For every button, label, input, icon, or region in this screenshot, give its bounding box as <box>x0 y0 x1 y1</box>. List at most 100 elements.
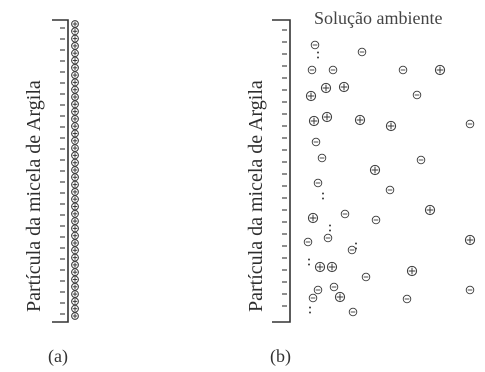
positive-ion-icon <box>71 217 79 226</box>
positive-ion-icon <box>71 275 79 284</box>
negative-ion-icon <box>311 137 321 147</box>
positive-ion-icon <box>71 253 79 262</box>
panel-a-positive-counterions <box>71 20 79 320</box>
positive-ion-icon <box>354 114 366 126</box>
positive-ion-icon <box>71 78 79 87</box>
negative-ion-icon <box>361 272 371 282</box>
small-ion-icon <box>308 258 310 266</box>
small-ion-icon <box>322 192 324 200</box>
negative-ion-icon <box>329 282 339 292</box>
positive-ion-icon <box>71 224 79 233</box>
panel-b-particle-outline <box>272 19 291 323</box>
positive-ion-icon <box>71 312 79 320</box>
panel-b-caption: (b) <box>270 346 291 367</box>
positive-ion-icon <box>71 122 79 131</box>
negative-ion-icon <box>328 65 338 75</box>
positive-ion-icon <box>334 291 346 303</box>
positive-ion-icon <box>320 82 332 94</box>
negative-ion-icon <box>385 185 395 195</box>
positive-ion-icon <box>71 209 79 218</box>
positive-ion-icon <box>307 212 319 224</box>
positive-ion-icon <box>71 34 79 43</box>
panel-a-particle-label: Partícula da micela de Argila <box>23 80 45 312</box>
positive-ion-icon <box>338 81 350 93</box>
negative-ion-icon <box>303 237 313 247</box>
panel-b-diffuse-ions <box>303 40 476 317</box>
positive-ion-icon <box>305 90 317 102</box>
positive-ion-icon <box>71 144 79 153</box>
panel-b-negative-charges <box>282 29 287 307</box>
panel-a-caption: (a) <box>48 346 68 367</box>
positive-ion-icon <box>71 100 79 109</box>
negative-ion-icon <box>357 47 367 57</box>
positive-ion-icon <box>71 42 79 50</box>
panel-a: Partícula da micela de Argila (a) <box>23 19 79 367</box>
negative-ion-icon <box>323 233 333 243</box>
positive-ion-icon <box>71 261 79 269</box>
positive-ion-icon <box>71 158 79 167</box>
positive-ion-icon <box>308 115 320 127</box>
negative-ion-icon <box>412 90 422 100</box>
positive-ion-icon <box>71 282 79 291</box>
negative-ion-icon <box>313 178 323 188</box>
positive-ion-icon <box>71 180 79 189</box>
positive-ion-icon <box>424 204 436 216</box>
panel-b-particle-label: Partícula da micela de Argila <box>245 80 267 312</box>
positive-ion-icon <box>71 304 79 313</box>
positive-ion-icon <box>71 231 79 240</box>
negative-ion-icon <box>465 119 475 129</box>
positive-ion-icon <box>71 85 79 94</box>
positive-ion-icon <box>71 136 79 145</box>
positive-ion-icon <box>71 93 79 101</box>
positive-ion-icon <box>71 246 79 255</box>
negative-ion-icon <box>307 65 317 75</box>
small-ion-icon <box>317 51 319 59</box>
positive-ion-icon <box>71 20 79 28</box>
positive-ion-icon <box>71 49 79 58</box>
panel-a-particle-outline <box>52 19 69 323</box>
positive-ion-icon <box>326 261 338 273</box>
positive-ion-icon <box>71 166 79 174</box>
positive-ion-icon <box>71 115 79 123</box>
negative-ion-icon <box>348 307 358 317</box>
negative-ion-icon <box>313 285 323 295</box>
positive-ion-icon <box>71 151 79 160</box>
negative-ion-icon <box>398 65 408 75</box>
negative-ion-icon <box>317 153 327 163</box>
positive-ion-icon <box>71 63 79 72</box>
positive-ion-icon <box>71 56 79 65</box>
small-ion-icon <box>329 224 331 232</box>
positive-ion-icon <box>369 164 381 176</box>
positive-ion-icon <box>385 120 397 132</box>
positive-ion-icon <box>71 202 79 211</box>
positive-ion-icon <box>434 64 446 76</box>
positive-ion-icon <box>71 173 79 182</box>
negative-ion-icon <box>402 294 412 304</box>
positive-ion-icon <box>71 107 79 116</box>
positive-ion-icon <box>464 234 476 246</box>
negative-ion-icon <box>308 293 318 303</box>
positive-ion-icon <box>71 129 79 138</box>
solution-label: Solução ambiente <box>314 8 442 28</box>
positive-ion-icon <box>71 27 79 36</box>
negative-ion-icon <box>340 209 350 219</box>
negative-ion-icon <box>465 285 475 295</box>
positive-ion-icon <box>71 290 79 299</box>
negative-ion-icon <box>416 155 426 165</box>
positive-ion-icon <box>406 265 418 277</box>
positive-ion-icon <box>71 71 79 79</box>
positive-ion-icon <box>71 188 79 196</box>
negative-ion-icon <box>347 245 357 255</box>
negative-ion-icon <box>310 40 320 50</box>
panel-b: Partícula da micela de Argila Solução am… <box>245 8 476 367</box>
small-ion-icon <box>355 242 357 250</box>
panel-a-negative-charges <box>60 27 65 315</box>
positive-ion-icon <box>71 297 79 306</box>
positive-ion-icon <box>71 239 79 247</box>
positive-ion-icon <box>71 268 79 277</box>
small-ion-icon <box>309 306 311 314</box>
positive-ion-icon <box>71 195 79 204</box>
negative-ion-icon <box>371 215 381 225</box>
positive-ion-icon <box>314 261 326 273</box>
